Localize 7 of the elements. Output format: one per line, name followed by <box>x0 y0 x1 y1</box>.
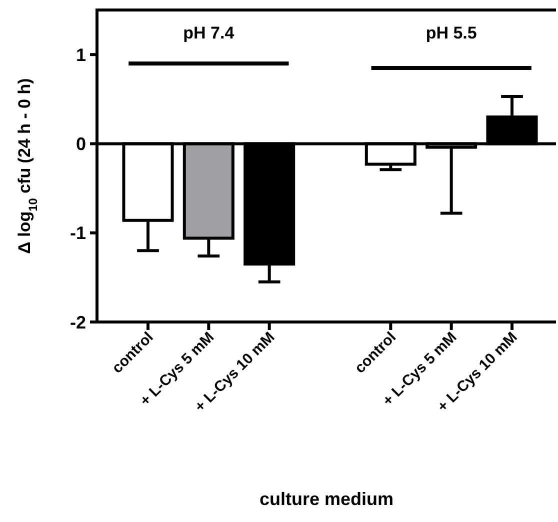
x-axis-title: culture medium <box>259 489 394 509</box>
annotation: pH 5.5 <box>426 24 477 43</box>
annotation: pH 7.4 <box>183 24 235 43</box>
y-tick-label: -2 <box>70 312 86 332</box>
y-tick-label: 1 <box>76 44 86 65</box>
y-tick-label: 0 <box>76 134 86 154</box>
y-tick-label: -1 <box>70 223 86 244</box>
